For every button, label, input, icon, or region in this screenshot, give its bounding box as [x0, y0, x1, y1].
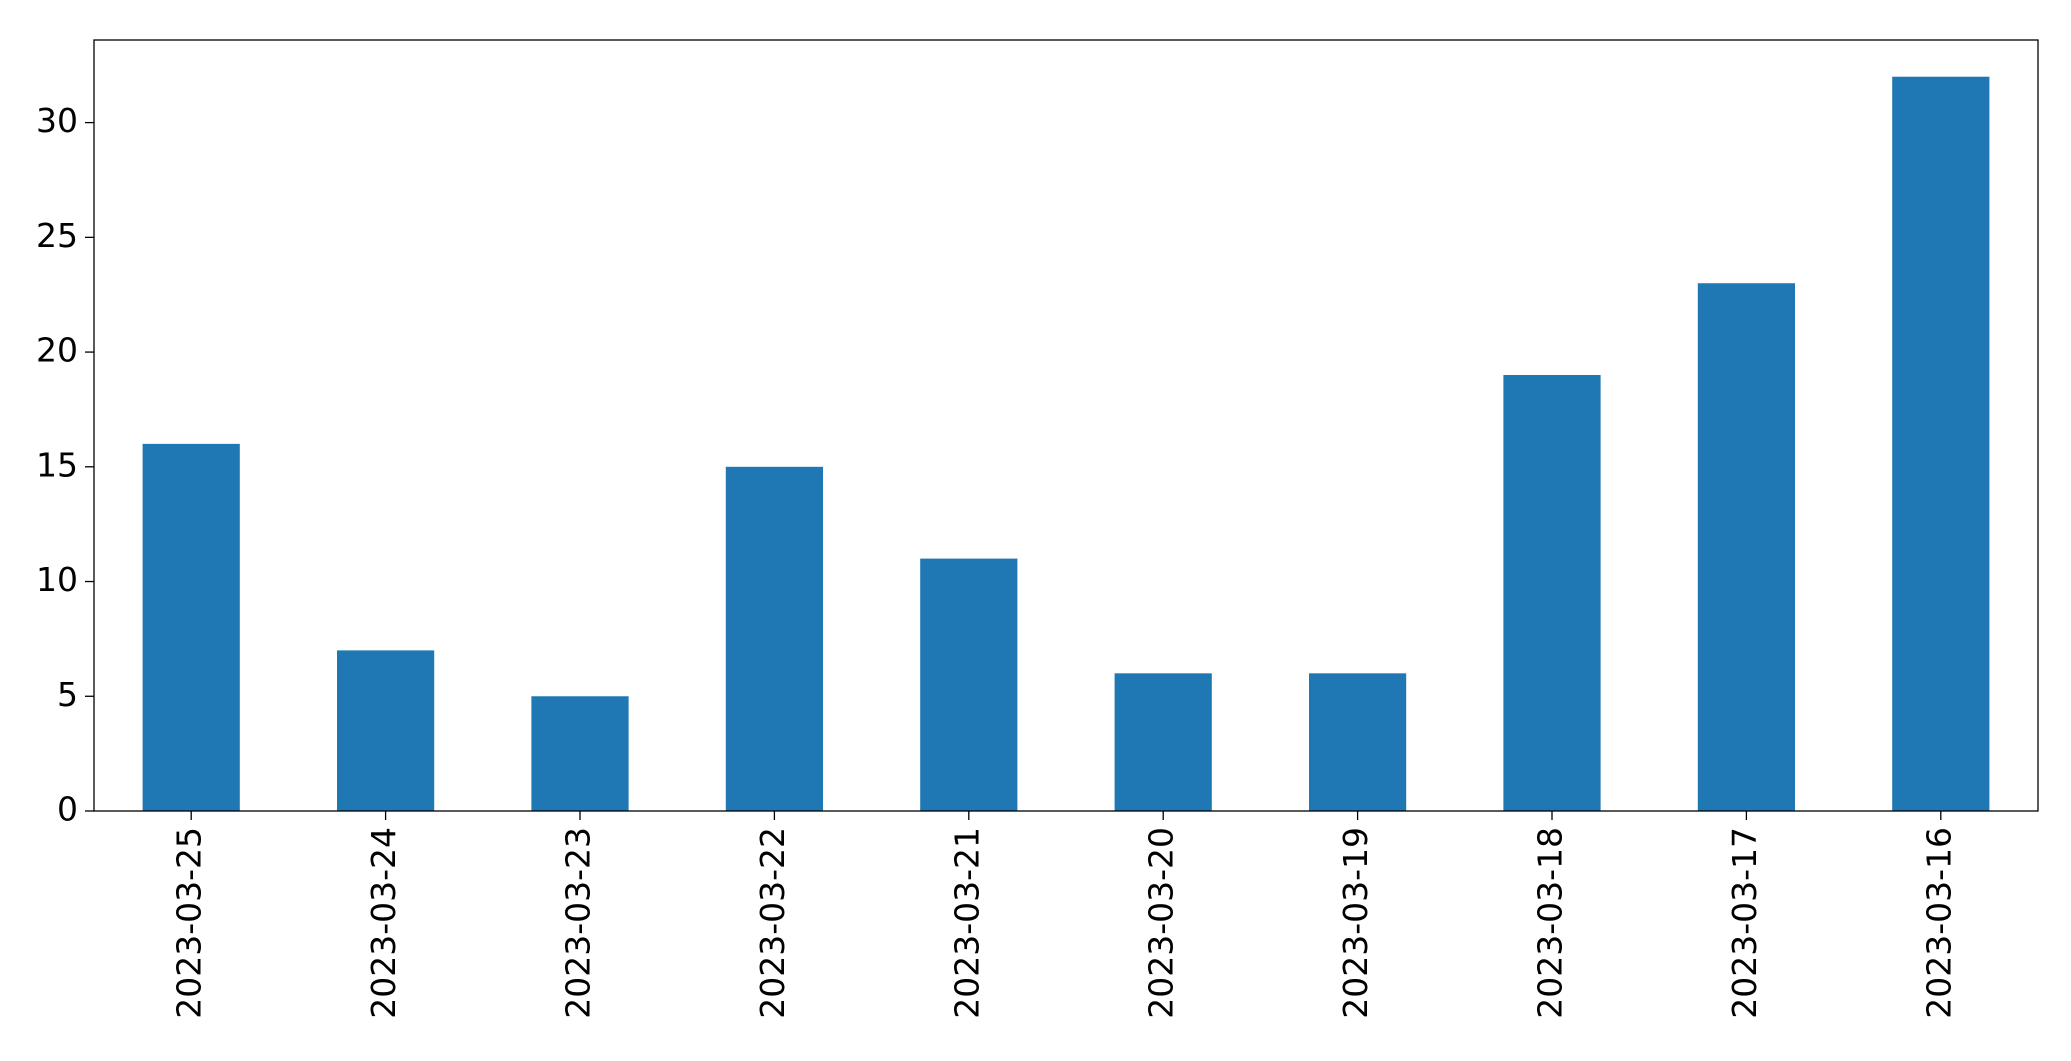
x-tick-label: 2023-03-18 — [1531, 827, 1570, 1019]
plot-frame — [93, 39, 2039, 812]
x-tick-label: 2023-03-25 — [170, 827, 209, 1019]
bar — [1697, 283, 1795, 811]
x-tick-label: 2023-03-17 — [1725, 827, 1764, 1019]
y-tick-label: 0 — [57, 790, 78, 829]
y-tick-label: 15 — [36, 445, 78, 484]
y-tick-label: 10 — [36, 560, 78, 599]
bar — [920, 558, 1018, 811]
bar — [1503, 375, 1601, 811]
bar — [1892, 76, 1990, 811]
bar — [1114, 673, 1212, 811]
y-tick-label: 5 — [57, 675, 78, 714]
x-tick-label: 2023-03-20 — [1142, 827, 1181, 1019]
x-tick-label: 2023-03-21 — [947, 827, 986, 1019]
bar — [531, 696, 629, 811]
x-tick-label: 2023-03-23 — [559, 827, 598, 1019]
bar — [337, 650, 435, 811]
y-tick-label: 20 — [36, 331, 78, 370]
x-tick-label: 2023-03-22 — [753, 827, 792, 1019]
y-tick-label: 30 — [36, 101, 78, 140]
bar — [1309, 673, 1407, 811]
bar — [725, 466, 823, 811]
x-tick-label: 2023-03-16 — [1919, 827, 1958, 1019]
bar — [142, 443, 240, 811]
y-tick-label: 25 — [36, 216, 78, 255]
x-tick-label: 2023-03-24 — [364, 827, 403, 1019]
x-tick-label: 2023-03-19 — [1336, 827, 1375, 1019]
